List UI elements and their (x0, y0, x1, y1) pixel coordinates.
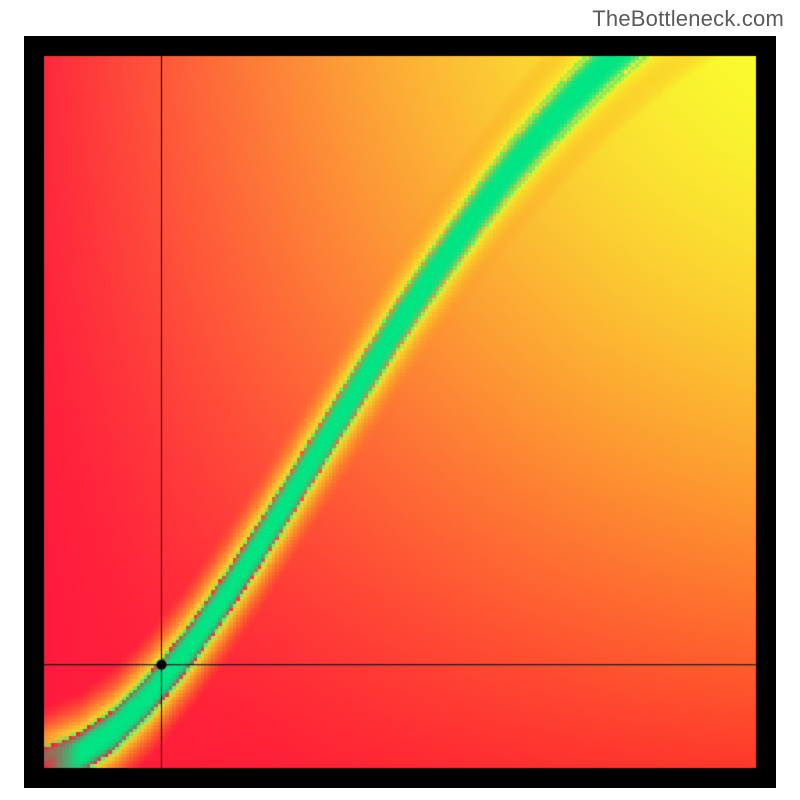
attribution-text: TheBottleneck.com (592, 6, 784, 32)
chart-container: { "attribution": { "text": "TheBottlenec… (0, 0, 800, 800)
bottleneck-heatmap (24, 36, 776, 788)
heatmap-frame (24, 36, 776, 788)
